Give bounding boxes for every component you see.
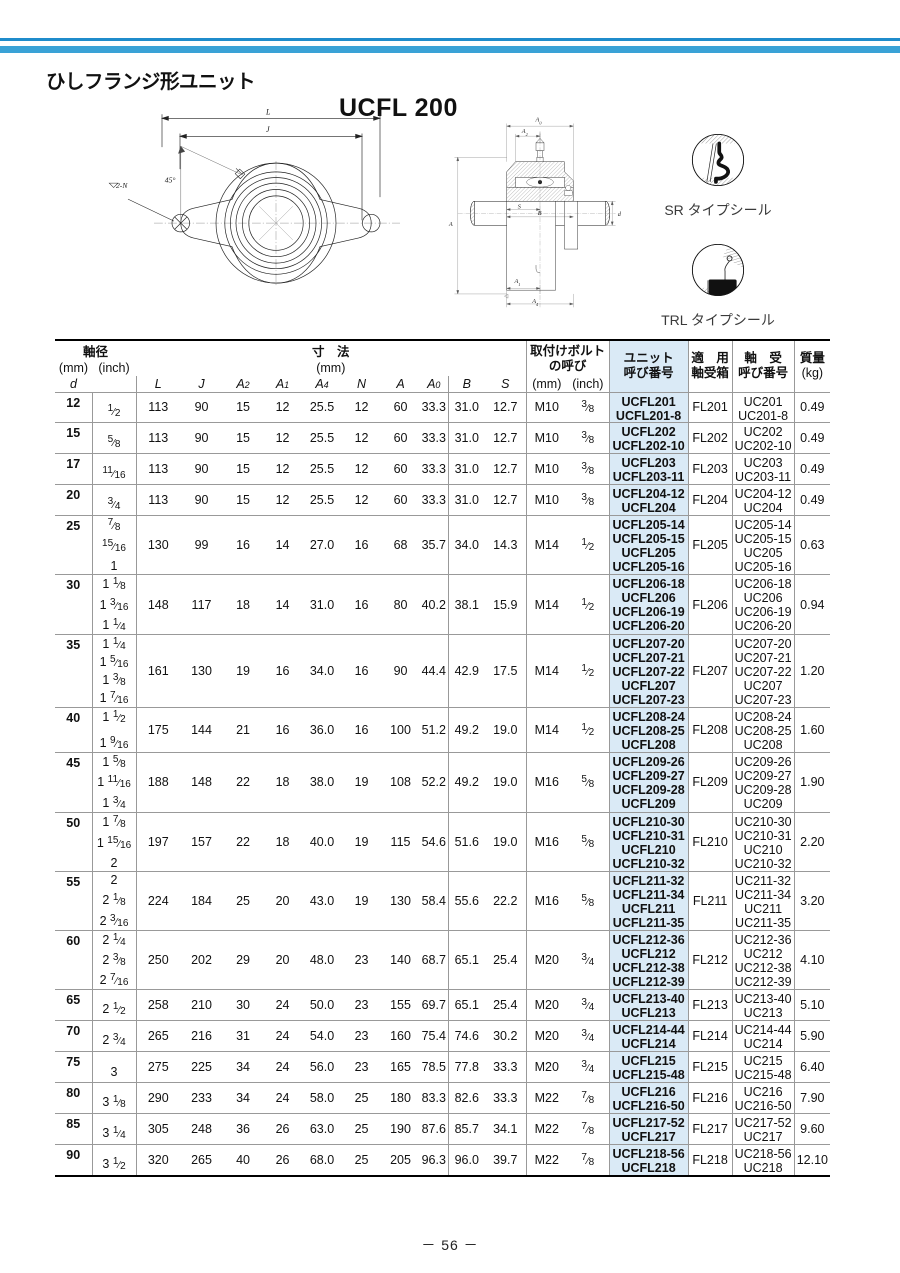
svg-text:J: J bbox=[266, 125, 270, 134]
svg-text:A2: A2 bbox=[521, 128, 529, 137]
svg-text:d: d bbox=[618, 211, 622, 218]
svg-text:A4: A4 bbox=[531, 298, 539, 307]
svg-text:A0: A0 bbox=[535, 117, 543, 126]
svg-text:A: A bbox=[448, 221, 453, 228]
svg-text:2-N: 2-N bbox=[116, 181, 128, 190]
svg-text:L: L bbox=[265, 107, 271, 116]
svg-text:45°: 45° bbox=[165, 175, 176, 184]
svg-text:B: B bbox=[538, 210, 542, 217]
